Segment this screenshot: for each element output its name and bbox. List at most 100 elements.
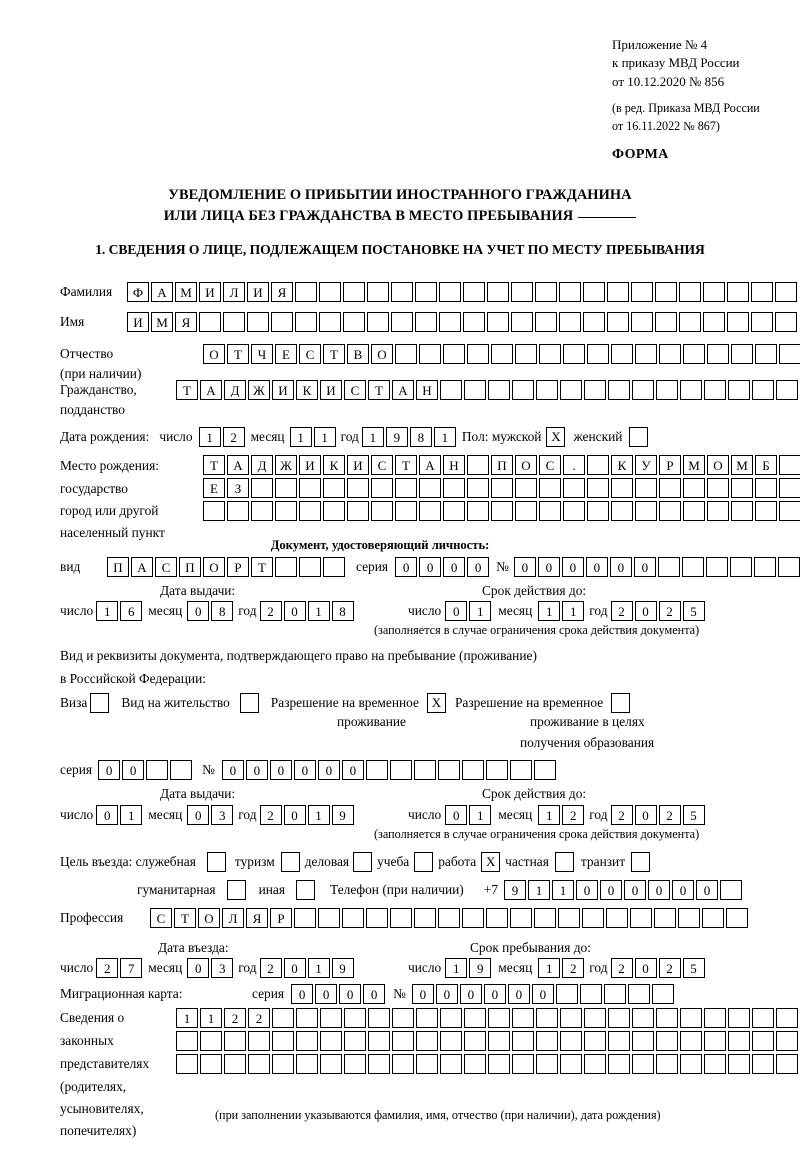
char-cell[interactable]: 0	[624, 880, 647, 900]
char-cell[interactable]	[390, 908, 412, 928]
char-cell[interactable]	[319, 282, 341, 302]
char-cell[interactable]	[440, 1031, 462, 1051]
char-cell[interactable]: 7	[120, 958, 143, 978]
char-cell[interactable]	[657, 557, 680, 577]
char-cell[interactable]: 1	[538, 958, 561, 978]
char-cell[interactable]: 2	[610, 958, 633, 978]
char-cell[interactable]: 0	[293, 760, 316, 780]
char-cell[interactable]	[563, 344, 585, 364]
char-cell[interactable]: Ж	[248, 380, 270, 400]
char-cell[interactable]: О	[371, 344, 393, 364]
char-cell[interactable]	[702, 908, 724, 928]
char-cell[interactable]: 0	[283, 805, 306, 825]
char-cell[interactable]	[272, 1031, 294, 1051]
char-cell[interactable]: 8	[211, 601, 234, 621]
char-cell[interactable]: А	[131, 557, 153, 577]
char-cell[interactable]	[296, 1054, 318, 1074]
char-cell[interactable]: 0	[283, 958, 306, 978]
char-cell[interactable]	[391, 312, 413, 332]
char-cell[interactable]: 0	[634, 805, 657, 825]
char-cell[interactable]	[467, 501, 489, 521]
char-cell[interactable]	[558, 908, 580, 928]
char-cell[interactable]: 0	[483, 984, 506, 1004]
char-cell[interactable]	[200, 1054, 222, 1074]
char-cell[interactable]: И	[347, 455, 369, 475]
char-cell[interactable]: 0	[411, 984, 434, 1004]
char-cell[interactable]	[533, 760, 556, 780]
char-cell[interactable]	[342, 908, 364, 928]
char-cell[interactable]	[299, 478, 321, 498]
char-cell[interactable]	[704, 380, 726, 400]
char-cell[interactable]	[659, 501, 681, 521]
representatives-row-2[interactable]	[176, 1031, 800, 1051]
char-cell[interactable]	[415, 312, 437, 332]
char-cell[interactable]	[395, 344, 417, 364]
char-cell[interactable]	[176, 1054, 198, 1074]
char-cell[interactable]	[464, 1031, 486, 1051]
char-cell[interactable]	[392, 1008, 414, 1028]
char-cell[interactable]: Р	[659, 455, 681, 475]
char-cell[interactable]: И	[272, 380, 294, 400]
char-cell[interactable]	[606, 908, 628, 928]
char-cell[interactable]: И	[320, 380, 342, 400]
char-cell[interactable]	[559, 312, 581, 332]
char-cell[interactable]: 1	[307, 601, 330, 621]
char-cell[interactable]	[635, 344, 657, 364]
char-cell[interactable]	[630, 908, 652, 928]
char-cell[interactable]	[488, 1008, 510, 1028]
char-cell[interactable]	[443, 344, 465, 364]
char-cell[interactable]	[654, 908, 676, 928]
char-cell[interactable]	[627, 984, 650, 1004]
char-cell[interactable]	[464, 1054, 486, 1074]
purpose-other-checkbox[interactable]	[296, 880, 316, 900]
char-cell[interactable]: 0	[187, 958, 210, 978]
char-cell[interactable]: 0	[634, 601, 657, 621]
char-cell[interactable]	[659, 478, 681, 498]
char-cell[interactable]	[512, 380, 534, 400]
char-cell[interactable]: З	[227, 478, 249, 498]
char-cell[interactable]	[512, 1031, 534, 1051]
char-cell[interactable]: И	[299, 455, 321, 475]
char-cell[interactable]	[512, 1054, 534, 1074]
char-cell[interactable]	[704, 1054, 726, 1074]
char-cell[interactable]	[707, 501, 729, 521]
char-cell[interactable]	[510, 908, 532, 928]
char-cell[interactable]	[176, 1031, 198, 1051]
purpose-business-checkbox[interactable]	[353, 852, 373, 872]
char-cell[interactable]	[344, 1008, 366, 1028]
char-cell[interactable]	[344, 1054, 366, 1074]
char-cell[interactable]: В	[347, 344, 369, 364]
char-cell[interactable]: 0	[269, 760, 292, 780]
char-cell[interactable]: К	[611, 455, 633, 475]
char-cell[interactable]: 0	[245, 760, 268, 780]
char-cell[interactable]: 0	[363, 984, 386, 1004]
char-cell[interactable]	[419, 501, 441, 521]
char-cell[interactable]	[295, 312, 317, 332]
char-cell[interactable]	[419, 478, 441, 498]
char-cell[interactable]	[487, 282, 509, 302]
char-cell[interactable]: 0	[585, 557, 608, 577]
char-cell[interactable]	[439, 282, 461, 302]
char-cell[interactable]: 0	[459, 984, 482, 1004]
char-cell[interactable]	[320, 1008, 342, 1028]
char-cell[interactable]	[511, 282, 533, 302]
char-cell[interactable]	[416, 1054, 438, 1074]
char-cell[interactable]	[607, 282, 629, 302]
char-cell[interactable]	[536, 380, 558, 400]
char-cell[interactable]	[365, 760, 388, 780]
char-cell[interactable]	[464, 380, 486, 400]
char-cell[interactable]: 8	[409, 427, 432, 447]
char-cell[interactable]	[199, 312, 221, 332]
char-cell[interactable]	[680, 1031, 702, 1051]
char-cell[interactable]: О	[515, 455, 537, 475]
char-cell[interactable]	[608, 380, 630, 400]
char-cell[interactable]	[275, 557, 297, 577]
char-cell[interactable]	[467, 478, 489, 498]
